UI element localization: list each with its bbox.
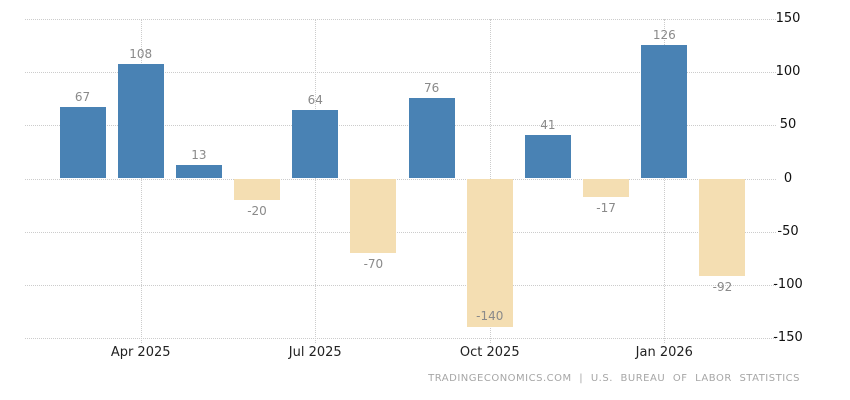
y-tick-label: 50 <box>779 117 797 133</box>
gridline-x <box>664 19 666 343</box>
y-tick-label: 100 <box>775 64 801 80</box>
y-tick-label: 0 <box>783 170 793 186</box>
gridline-y-50 <box>25 125 776 127</box>
gridline-x <box>315 19 317 343</box>
bar-11[interactable] <box>699 178 746 277</box>
gridline-y--100 <box>25 284 776 286</box>
bar-value-label: -20 <box>247 203 267 218</box>
gridline-y-150 <box>25 19 776 20</box>
y-tick-label: -150 <box>773 330 803 345</box>
bar-value-label: 126 <box>652 27 676 42</box>
gridline-y--150 <box>25 338 776 339</box>
x-tick-label: Jan 2026 <box>635 345 693 360</box>
x-tick-label: Oct 2025 <box>459 345 520 360</box>
y-tick-label: 150 <box>775 11 801 26</box>
y-tick-label: -100 <box>773 276 803 292</box>
gridline-x <box>140 19 142 343</box>
attribution-text: TRADINGECONOMICS.COM | U.S. BUREAU OF LA… <box>428 373 800 384</box>
bar-7[interactable] <box>466 178 513 328</box>
bar-2[interactable] <box>175 164 222 179</box>
x-tick-label: Jul 2025 <box>288 345 342 360</box>
gridline-y--50 <box>25 231 776 233</box>
bar-value-label: 13 <box>191 147 207 162</box>
bar-value-label: 76 <box>423 80 440 95</box>
bar-3[interactable] <box>234 178 281 200</box>
bar-1[interactable] <box>117 63 164 179</box>
bar-10[interactable] <box>641 44 688 179</box>
bar-value-label: -92 <box>712 280 733 295</box>
bar-9[interactable] <box>583 178 630 197</box>
gridline-y-0 <box>25 178 776 180</box>
bar-4[interactable] <box>292 110 339 179</box>
bar-value-label: 41 <box>540 117 556 132</box>
x-tick-label: Apr 2025 <box>110 345 171 360</box>
bar-0[interactable] <box>59 107 106 179</box>
bar-value-label: -17 <box>596 200 616 215</box>
bar-value-label: 108 <box>129 46 153 61</box>
bar-5[interactable] <box>350 178 397 253</box>
bar-value-label: -70 <box>363 256 384 271</box>
bar-6[interactable] <box>408 97 455 179</box>
bar-value-label: -140 <box>476 309 504 324</box>
bar-value-label: 67 <box>74 90 91 105</box>
y-tick-label: -50 <box>777 223 799 239</box>
gridline-y-100 <box>25 72 776 74</box>
bar-8[interactable] <box>524 134 571 179</box>
bar-value-label: 64 <box>307 93 323 108</box>
